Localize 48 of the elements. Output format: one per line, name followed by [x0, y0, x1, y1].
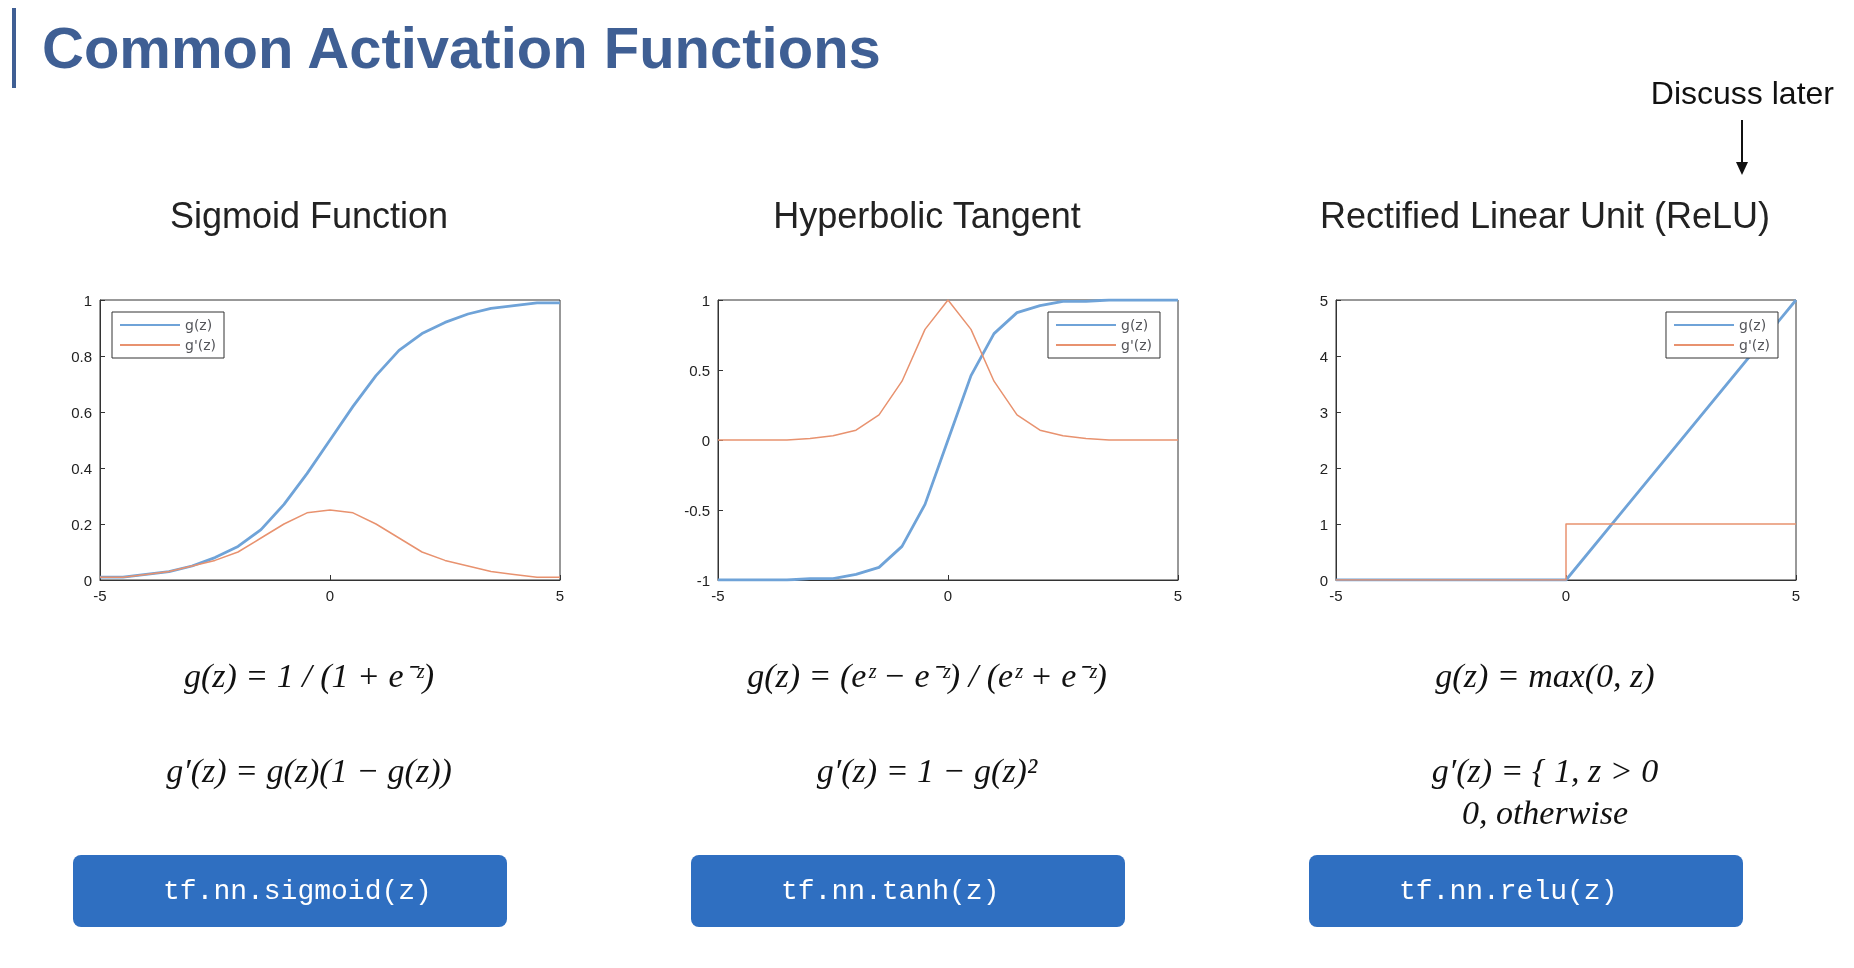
y-tick-label: 0	[83, 571, 92, 589]
text: g(z) = 1 / (1 + e⁻ᶻ)	[182, 656, 436, 696]
chart-title: Sigmoid Function	[168, 195, 450, 237]
y-tick-label: 2	[1319, 459, 1328, 477]
legend-label: g(z)	[1120, 317, 1149, 333]
legend-label: g(z)	[1738, 317, 1767, 333]
text: g′(z) = { 1, z > 0 0, otherwise	[1430, 751, 1660, 833]
text: g(z) = max(0, z)	[1434, 656, 1656, 696]
y-tick-label: 1	[701, 291, 710, 309]
y-tick-label: 3	[1319, 403, 1328, 421]
y-tick-label: 0	[701, 431, 710, 449]
x-tick-label: 5	[1791, 587, 1801, 604]
y-tick-label: 1	[83, 291, 92, 309]
legend-label: g'(z)	[1120, 337, 1153, 353]
text: Common Activation Functions	[12, 8, 881, 88]
text: g(z) = (eᶻ − e⁻ᶻ) / (eᶻ + e⁻ᶻ)	[746, 656, 1108, 696]
text: tf.nn.tanh(z)	[691, 855, 1125, 927]
chart-title: Rectified Linear Unit (ReLU)	[1318, 195, 1772, 237]
legend-label: g'(z)	[185, 337, 217, 353]
y-tick-label: 0.6	[71, 403, 92, 421]
y-tick-label: 0.5	[689, 361, 710, 379]
line-series	[716, 298, 1180, 582]
text: g′(z) = g(z)(1 − g(z))	[165, 751, 453, 791]
legend-label: g(z)	[185, 317, 213, 333]
y-tick-label: 0.2	[71, 515, 92, 533]
y-tick-label: 0.8	[71, 347, 92, 365]
y-tick-label: 5	[1319, 291, 1328, 309]
text: tf.nn.relu(z)	[1309, 855, 1743, 927]
y-tick-label: 1	[1319, 515, 1328, 533]
y-tick-label: -0.5	[684, 501, 710, 519]
y-tick-label: 0.4	[71, 459, 92, 477]
legend-label: g'(z)	[1738, 337, 1771, 353]
text: Discuss later	[1650, 75, 1834, 113]
y-tick-label: 0	[1319, 571, 1328, 589]
x-tick-label: 5	[555, 587, 565, 604]
text: tf.nn.sigmoid(z)	[73, 855, 507, 927]
y-tick-label: 4	[1319, 347, 1328, 365]
text: g′(z) = 1 − g(z)²	[815, 751, 1039, 791]
chart-title: Hyperbolic Tangent	[772, 195, 1082, 237]
line-series	[717, 299, 1179, 441]
x-tick-label: 5	[1173, 587, 1183, 604]
x-tick-label: -5	[93, 587, 107, 604]
x-tick-label: 0	[325, 587, 335, 604]
y-tick-label: -1	[696, 571, 710, 589]
x-tick-label: 0	[1561, 587, 1571, 604]
x-tick-label: 0	[943, 587, 953, 604]
x-tick-label: -5	[711, 587, 725, 604]
x-tick-label: -5	[1329, 587, 1343, 604]
